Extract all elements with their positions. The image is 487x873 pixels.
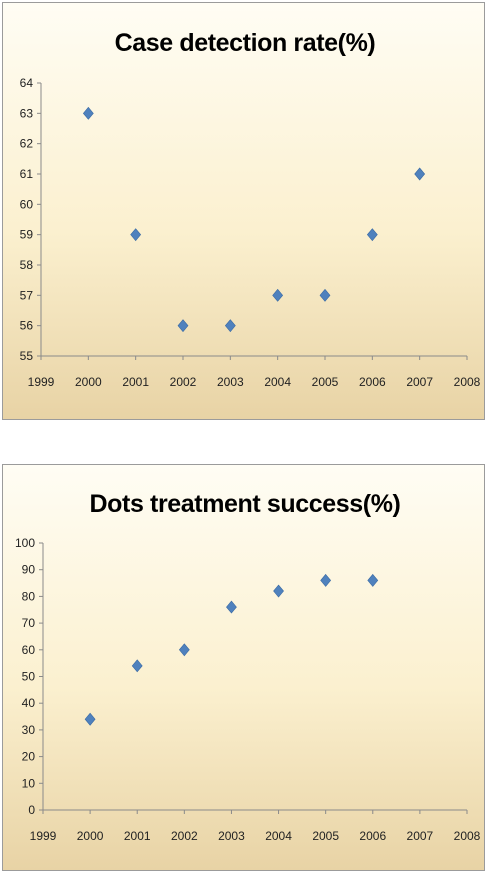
y-tick-label: 56 <box>20 319 34 333</box>
y-tick-label: 50 <box>22 670 36 684</box>
data-point-marker <box>177 319 189 333</box>
x-axis-ticks: 1999 2000 2001 2002 2003 2004 2005 2006 2007 2008 <box>28 356 481 389</box>
x-tick-label: 2004 <box>265 829 292 843</box>
dots-treatment-chart: Dots treatment success(%) 0 10 20 30 40 50 60 7… <box>15 490 481 843</box>
y-tick-label: 80 <box>22 589 36 603</box>
data-points <box>82 106 426 333</box>
x-tick-label: 1999 <box>30 829 57 843</box>
y-tick-label: 40 <box>22 696 36 710</box>
y-tick-label: 20 <box>22 750 36 764</box>
y-tick-label: 64 <box>20 76 34 90</box>
data-point-marker <box>178 643 190 657</box>
data-point-marker <box>130 228 142 242</box>
data-points <box>84 573 379 726</box>
y-tick-label: 60 <box>22 643 36 657</box>
x-tick-label: 2005 <box>312 375 339 389</box>
x-axis-ticks: 1999 2000 2001 2002 2003 2004 2005 2006 2007 2008 <box>30 810 481 843</box>
y-tick-label: 57 <box>20 288 34 302</box>
y-axis-ticks: 0 10 20 30 40 50 60 70 80 90 100 <box>15 536 43 817</box>
x-tick-label: 2008 <box>454 829 481 843</box>
y-axis-ticks: 55 56 57 58 59 60 61 62 63 64 <box>20 76 41 363</box>
x-tick-label: 1999 <box>28 375 55 389</box>
data-point-marker <box>226 600 237 614</box>
data-point-marker <box>272 288 284 302</box>
y-tick-label: 30 <box>22 723 36 737</box>
chart-panel-case-detection: Case detection rate(%) 55 56 57 58 59 60 61 62 6… <box>2 2 485 420</box>
x-tick-label: 2004 <box>264 375 291 389</box>
x-tick-label: 2007 <box>407 829 434 843</box>
x-tick-label: 2008 <box>454 375 481 389</box>
x-tick-label: 2005 <box>312 829 339 843</box>
data-point-marker <box>84 712 96 726</box>
y-tick-label: 61 <box>20 167 34 181</box>
y-tick-label: 55 <box>20 349 34 363</box>
data-point-marker <box>319 288 331 302</box>
data-point-marker <box>224 319 236 333</box>
case-detection-chart: Case detection rate(%) 55 56 57 58 59 60 61 62 6… <box>20 29 481 389</box>
x-tick-label: 2001 <box>122 375 149 389</box>
x-tick-label: 2002 <box>171 829 198 843</box>
y-tick-label: 10 <box>22 776 36 790</box>
x-tick-label: 2003 <box>218 829 245 843</box>
data-point-marker <box>366 228 378 242</box>
data-point-marker <box>320 573 332 587</box>
y-tick-label: 0 <box>28 803 35 817</box>
x-tick-label: 2002 <box>170 375 197 389</box>
y-tick-label: 90 <box>22 563 36 577</box>
chart-title: Dots treatment success(%) <box>90 490 401 518</box>
chart-title: Case detection rate(%) <box>115 29 376 57</box>
y-tick-label: 100 <box>15 536 35 550</box>
x-tick-label: 2003 <box>217 375 244 389</box>
x-tick-label: 2006 <box>359 829 386 843</box>
y-tick-label: 59 <box>20 228 34 242</box>
y-tick-label: 70 <box>22 616 36 630</box>
data-point-marker <box>414 167 426 181</box>
chart-panel-dots-treatment: Dots treatment success(%) 0 10 20 30 40 50 60 7… <box>2 464 485 871</box>
x-tick-label: 2000 <box>77 829 104 843</box>
data-point-marker <box>131 659 143 673</box>
y-tick-label: 60 <box>20 197 34 211</box>
y-tick-label: 63 <box>20 106 34 120</box>
data-point-marker <box>82 106 94 120</box>
x-tick-label: 2007 <box>406 375 433 389</box>
x-tick-label: 2000 <box>75 375 102 389</box>
y-tick-label: 62 <box>20 137 34 151</box>
x-tick-label: 2006 <box>359 375 386 389</box>
data-point-marker <box>367 573 379 587</box>
data-point-marker <box>273 584 284 598</box>
x-tick-label: 2001 <box>124 829 151 843</box>
y-tick-label: 58 <box>20 258 34 272</box>
